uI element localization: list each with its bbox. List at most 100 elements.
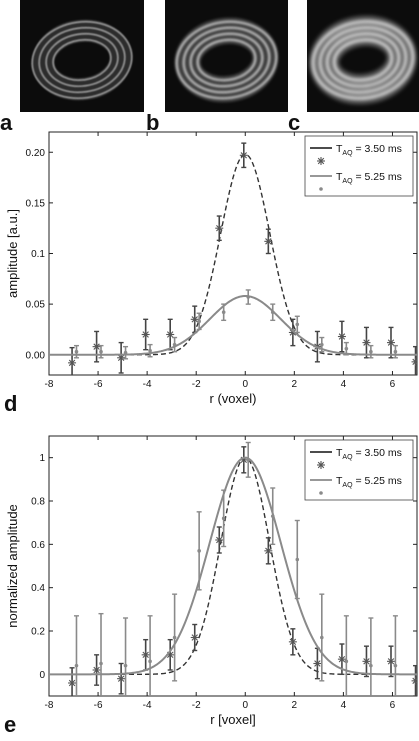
y-axis: 0 0.2 0.4 0.6 0.8 1 — [31, 453, 417, 681]
ring-4 — [52, 38, 112, 82]
panel-letter-a: a — [0, 110, 13, 135]
star-stroke — [142, 651, 149, 659]
ring-3 — [325, 32, 401, 88]
ring-halo — [174, 17, 279, 103]
data-point-dot — [123, 350, 128, 355]
y-tick-label: 0 — [39, 670, 45, 681]
star-stroke — [314, 660, 321, 667]
x-tick-label: -8 — [45, 379, 54, 390]
star-stroke — [289, 329, 297, 336]
y-tick-label: 0.8 — [31, 497, 45, 508]
data-point-star — [215, 224, 224, 233]
image-panel-a: a — [0, 0, 144, 135]
x-axis-label: r [voxel] — [210, 712, 256, 727]
star-stroke — [363, 339, 370, 346]
star-stroke — [117, 354, 125, 362]
data-point-dot — [295, 322, 300, 327]
data-point-dot — [172, 342, 177, 347]
data-point-star — [239, 151, 248, 160]
legend: TAQ = 3.50 ms TAQ = 5.25 ms — [304, 439, 414, 501]
data-point-star — [215, 536, 224, 544]
y-axis: 0.00 0.05 0.1 0.15 0.20 — [26, 148, 417, 361]
ring-4 — [196, 38, 257, 82]
x-tick-label: -6 — [94, 379, 103, 390]
data-point-dot — [393, 663, 398, 668]
ring-1 — [311, 20, 415, 100]
x-tick-label: -6 — [94, 700, 103, 711]
star-stroke — [412, 359, 417, 366]
star-stroke — [166, 331, 174, 338]
series-1 — [49, 446, 417, 696]
data-point-star — [141, 650, 150, 659]
ring-phantom-a — [31, 19, 133, 101]
data-point-dot — [320, 342, 324, 347]
ring-1 — [31, 20, 133, 100]
ring-3 — [189, 32, 264, 88]
legend-marker-dot — [319, 187, 323, 191]
ring-2 — [38, 26, 126, 94]
data-point-star — [313, 659, 322, 668]
image-panel-c: c — [288, 0, 419, 135]
data-point-dot — [148, 348, 152, 353]
star-stroke — [338, 333, 346, 340]
legend-box — [304, 439, 414, 501]
data-point-dot — [197, 319, 201, 324]
star-stroke — [265, 547, 272, 555]
data-point-dot — [99, 661, 103, 666]
ring-phantom-b — [174, 17, 279, 103]
star-stroke — [93, 343, 100, 350]
series-2 — [49, 441, 417, 696]
panel-letter-c: c — [288, 110, 300, 135]
ring-halo — [308, 15, 418, 105]
y-axis-label: amplitude [a.u.] — [5, 209, 20, 298]
legend-label-1: TAQ = 3.50 ms — [336, 143, 402, 157]
data-point-star — [411, 676, 417, 685]
y-tick-label: 0.00 — [26, 350, 46, 361]
data-point-star — [337, 655, 346, 664]
x-tick-label: 0 — [242, 379, 248, 390]
x-tick-label: -2 — [192, 379, 201, 390]
panel-letter-b: b — [146, 110, 159, 135]
data-point-star — [92, 666, 101, 674]
fit-curve-1 — [49, 456, 417, 676]
data-point-star — [264, 546, 273, 555]
star-stroke — [117, 675, 125, 682]
data-point-dot — [369, 349, 373, 354]
fit-curve-2 — [49, 295, 417, 356]
data-point-star — [190, 315, 199, 324]
data-point-star — [411, 357, 417, 366]
chart-panel-d: -8 -6 -4 -2 0 2 4 6 0.00 0.05 0.1 0.15 0.20 r (voxel)… — [4, 131, 418, 416]
data-point-star — [166, 330, 175, 339]
x-tick-label: 4 — [341, 700, 347, 711]
data-point-dot — [246, 458, 251, 462]
ring-4 — [332, 38, 394, 82]
star-stroke — [317, 157, 325, 165]
data-point-dot — [320, 635, 324, 640]
data-point-dot — [369, 663, 373, 668]
legend-marker-dot — [319, 491, 323, 495]
ring-phantom-c — [308, 15, 418, 105]
legend-label-2: TAQ = 5.25 ms — [336, 171, 402, 185]
data-point-star — [92, 342, 101, 351]
star-stroke — [191, 634, 198, 641]
data-point-star — [68, 679, 77, 687]
star-stroke — [387, 658, 395, 665]
star-stroke — [68, 679, 76, 687]
data-point-dot — [221, 516, 226, 521]
star-stroke — [387, 339, 395, 346]
y-tick-label: 0.15 — [26, 198, 46, 209]
legend: TAQ = 3.50 ms TAQ = 5.25 ms — [304, 135, 414, 197]
plot-area — [49, 142, 417, 375]
data-point-dot — [74, 663, 79, 668]
data-point-dot — [148, 659, 152, 664]
data-point-dot — [99, 349, 103, 354]
x-tick-label: 6 — [390, 379, 396, 390]
chart-panel-e: -8 -6 -4 -2 0 2 4 6 0 0.2 0.4 0.6 0.8 1 r [voxel] norma… — [4, 435, 418, 737]
data-point-dot — [393, 349, 398, 354]
legend-box — [304, 135, 414, 197]
star-stroke — [166, 651, 174, 659]
y-tick-label: 0.05 — [26, 300, 46, 311]
image-panel-b: b — [146, 0, 288, 135]
legend-marker-star — [317, 461, 325, 469]
